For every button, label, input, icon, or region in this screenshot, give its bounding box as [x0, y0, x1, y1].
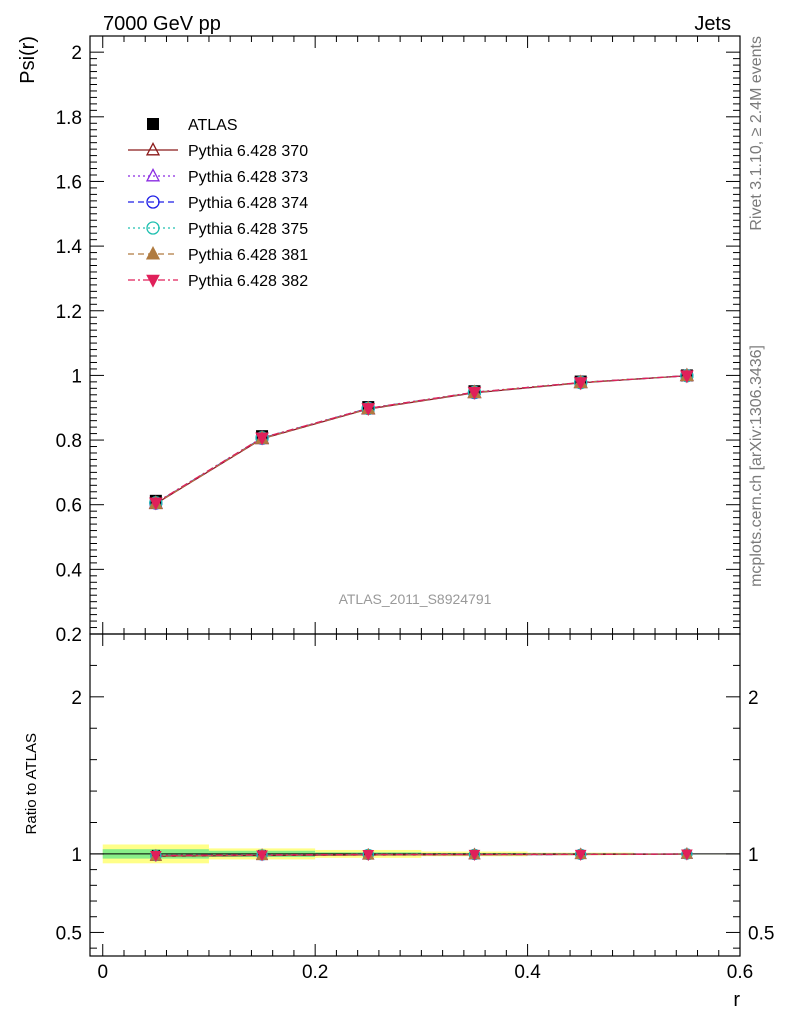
main-y-tick-label: 0.2 [56, 625, 82, 646]
main-series-line-5 [155, 375, 687, 504]
main-series-line-4 [155, 375, 687, 504]
legend-marker-5 [146, 274, 160, 288]
main-ylabel: Psi(r) [17, 36, 39, 84]
ratio-panel-frame [89, 633, 741, 957]
rivet-label: Rivet 3.1.10, ≥ 2.4M events [748, 36, 765, 231]
main-series-point-5 [467, 386, 482, 400]
main-y-tick-label: 1.2 [56, 302, 82, 323]
main-y-tick-label: 1.4 [56, 237, 83, 258]
legend-label-atlas: ATLAS [188, 117, 238, 134]
x-tick-label: 0 [97, 962, 108, 983]
series-markers [148, 367, 694, 863]
x-tick-label: 0.4 [514, 962, 541, 983]
legend-marker-1 [145, 168, 161, 182]
header-right: Jets [694, 13, 731, 35]
mcplots-label: mcplots.cern.ch [arXiv:1306.3436] [748, 345, 765, 587]
main-y-tick-label: 0.6 [56, 496, 82, 517]
main-series-point-5 [255, 432, 269, 446]
analysis-watermark: ATLAS_2011_S8924791 [339, 591, 492, 607]
main-y-tick-label: 2 [71, 43, 82, 64]
legend-marker-0 [145, 142, 161, 156]
ratio-series-point-5 [150, 850, 162, 863]
main-y-tick-label: 1.8 [56, 108, 82, 129]
main-y-tick-label: 0.8 [56, 431, 82, 452]
main-series-point-5 [680, 370, 694, 384]
ratio-y-tick-label: 2 [71, 688, 82, 709]
x-tick-label: 0.6 [727, 962, 753, 983]
ratio-series-point-5 [681, 849, 693, 861]
ratio-y-tick-label-right: 2 [748, 688, 759, 709]
ratio-series-point-5 [574, 849, 587, 861]
ratio-series-line-5 [155, 853, 687, 857]
main-series-line-0 [155, 375, 687, 505]
legend: ATLAS Pythia 6.428 370 Pythia 6.428 373 Pyt… [128, 117, 308, 290]
ratio-y-tick-label: 1 [71, 845, 82, 866]
legend-label-3: Pythia 6.428 375 [188, 221, 308, 238]
x-axis-label: r [733, 989, 740, 1011]
main-y-tick-label: 0.4 [56, 560, 83, 581]
main-series-point-5 [573, 377, 588, 391]
ratio-y-tick-label-right: 0.5 [748, 923, 774, 944]
legend-marker-2 [146, 195, 160, 209]
main-series-point-5 [361, 403, 376, 417]
ratio-y-tick-label: 0.5 [56, 923, 82, 944]
x-tick-label: 0.2 [302, 962, 328, 983]
legend-label-2: Pythia 6.428 374 [188, 195, 308, 212]
main-series-line-2 [155, 375, 687, 504]
main-series-point-5 [149, 497, 163, 511]
main-series-line-1 [155, 375, 687, 504]
ratio-series-point-5 [256, 850, 268, 862]
legend-label-5: Pythia 6.428 382 [188, 273, 308, 290]
series-lines [155, 375, 687, 857]
axes-and-ticks: 0 0.2 0.4 0.6 0.2 0.4 0.6 0.8 1 1.2 1.4 1.6 1.8 2 0.5 0… [56, 35, 774, 983]
legend-label-0: Pythia 6.428 370 [188, 143, 308, 160]
legend-label-4: Pythia 6.428 381 [188, 247, 308, 264]
legend-label-1: Pythia 6.428 373 [188, 169, 308, 186]
legend-marker-atlas [147, 118, 159, 130]
ratio-ylabel: Ratio to ATLAS [23, 733, 40, 834]
main-series-line-3 [155, 375, 687, 504]
header-left: 7000 GeV pp [103, 13, 221, 35]
main-y-tick-label: 1.6 [56, 172, 82, 193]
ratio-y-tick-label-right: 1 [748, 845, 759, 866]
ratio-series-point-5 [468, 849, 481, 861]
legend-marker-3 [146, 221, 160, 235]
legend-marker-4 [145, 246, 161, 260]
ratio-series-point-5 [362, 850, 375, 862]
main-y-tick-label: 1 [71, 366, 82, 387]
